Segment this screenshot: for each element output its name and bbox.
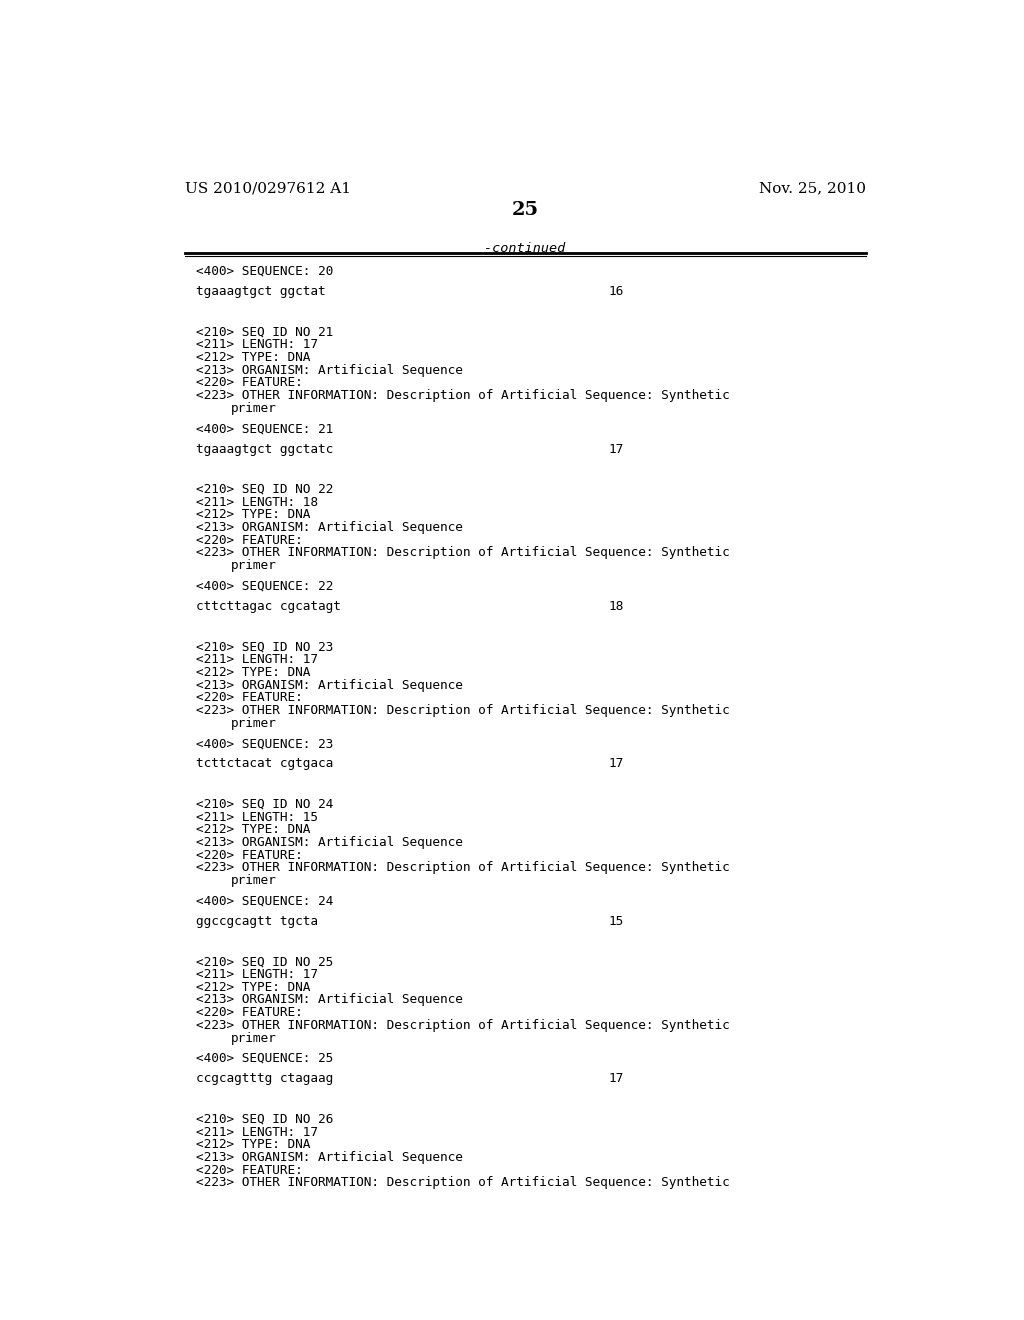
- Text: tcttctacat cgtgaca: tcttctacat cgtgaca: [197, 758, 334, 771]
- Text: <212> TYPE: DNA: <212> TYPE: DNA: [197, 824, 310, 837]
- Text: <223> OTHER INFORMATION: Description of Artificial Sequence: Synthetic: <223> OTHER INFORMATION: Description of …: [197, 389, 730, 403]
- Text: <211> LENGTH: 17: <211> LENGTH: 17: [197, 1126, 318, 1139]
- Text: <223> OTHER INFORMATION: Description of Artificial Sequence: Synthetic: <223> OTHER INFORMATION: Description of …: [197, 862, 730, 874]
- Text: tgaaagtgct ggctatc: tgaaagtgct ggctatc: [197, 442, 334, 455]
- Text: <213> ORGANISM: Artificial Sequence: <213> ORGANISM: Artificial Sequence: [197, 521, 463, 535]
- Text: <212> TYPE: DNA: <212> TYPE: DNA: [197, 508, 310, 521]
- Text: <211> LENGTH: 17: <211> LENGTH: 17: [197, 653, 318, 667]
- Text: 25: 25: [511, 201, 539, 219]
- Text: <220> FEATURE:: <220> FEATURE:: [197, 1006, 303, 1019]
- Text: -continued: -continued: [484, 242, 565, 255]
- Text: primer: primer: [231, 560, 276, 572]
- Text: <213> ORGANISM: Artificial Sequence: <213> ORGANISM: Artificial Sequence: [197, 363, 463, 376]
- Text: <220> FEATURE:: <220> FEATURE:: [197, 533, 303, 546]
- Text: <212> TYPE: DNA: <212> TYPE: DNA: [197, 351, 310, 364]
- Text: <210> SEQ ID NO 23: <210> SEQ ID NO 23: [197, 640, 334, 653]
- Text: 15: 15: [608, 915, 624, 928]
- Text: <213> ORGANISM: Artificial Sequence: <213> ORGANISM: Artificial Sequence: [197, 678, 463, 692]
- Text: primer: primer: [231, 401, 276, 414]
- Text: <220> FEATURE:: <220> FEATURE:: [197, 1164, 303, 1176]
- Text: ggccgcagtt tgcta: ggccgcagtt tgcta: [197, 915, 318, 928]
- Text: <212> TYPE: DNA: <212> TYPE: DNA: [197, 981, 310, 994]
- Text: primer: primer: [231, 1032, 276, 1044]
- Text: <400> SEQUENCE: 21: <400> SEQUENCE: 21: [197, 422, 334, 436]
- Text: <210> SEQ ID NO 24: <210> SEQ ID NO 24: [197, 797, 334, 810]
- Text: <400> SEQUENCE: 24: <400> SEQUENCE: 24: [197, 895, 334, 908]
- Text: ccgcagtttg ctagaag: ccgcagtttg ctagaag: [197, 1072, 334, 1085]
- Text: 18: 18: [608, 601, 624, 612]
- Text: <220> FEATURE:: <220> FEATURE:: [197, 849, 303, 862]
- Text: <212> TYPE: DNA: <212> TYPE: DNA: [197, 665, 310, 678]
- Text: 16: 16: [608, 285, 624, 298]
- Text: <400> SEQUENCE: 22: <400> SEQUENCE: 22: [197, 579, 334, 593]
- Text: <220> FEATURE:: <220> FEATURE:: [197, 692, 303, 705]
- Text: <210> SEQ ID NO 25: <210> SEQ ID NO 25: [197, 956, 334, 969]
- Text: cttcttagac cgcatagt: cttcttagac cgcatagt: [197, 601, 341, 612]
- Text: <212> TYPE: DNA: <212> TYPE: DNA: [197, 1138, 310, 1151]
- Text: <213> ORGANISM: Artificial Sequence: <213> ORGANISM: Artificial Sequence: [197, 1151, 463, 1164]
- Text: <210> SEQ ID NO 26: <210> SEQ ID NO 26: [197, 1113, 334, 1126]
- Text: 17: 17: [608, 442, 624, 455]
- Text: <223> OTHER INFORMATION: Description of Artificial Sequence: Synthetic: <223> OTHER INFORMATION: Description of …: [197, 704, 730, 717]
- Text: tgaaagtgct ggctat: tgaaagtgct ggctat: [197, 285, 326, 298]
- Text: <223> OTHER INFORMATION: Description of Artificial Sequence: Synthetic: <223> OTHER INFORMATION: Description of …: [197, 1176, 730, 1189]
- Text: <211> LENGTH: 15: <211> LENGTH: 15: [197, 810, 318, 824]
- Text: <223> OTHER INFORMATION: Description of Artificial Sequence: Synthetic: <223> OTHER INFORMATION: Description of …: [197, 546, 730, 560]
- Text: <211> LENGTH: 18: <211> LENGTH: 18: [197, 496, 318, 508]
- Text: <220> FEATURE:: <220> FEATURE:: [197, 376, 303, 389]
- Text: <400> SEQUENCE: 23: <400> SEQUENCE: 23: [197, 737, 334, 750]
- Text: <211> LENGTH: 17: <211> LENGTH: 17: [197, 968, 318, 981]
- Text: 17: 17: [608, 1072, 624, 1085]
- Text: <400> SEQUENCE: 20: <400> SEQUENCE: 20: [197, 264, 334, 277]
- Text: primer: primer: [231, 717, 276, 730]
- Text: <213> ORGANISM: Artificial Sequence: <213> ORGANISM: Artificial Sequence: [197, 836, 463, 849]
- Text: primer: primer: [231, 874, 276, 887]
- Text: Nov. 25, 2010: Nov. 25, 2010: [759, 182, 866, 195]
- Text: <223> OTHER INFORMATION: Description of Artificial Sequence: Synthetic: <223> OTHER INFORMATION: Description of …: [197, 1019, 730, 1032]
- Text: 17: 17: [608, 758, 624, 771]
- Text: <400> SEQUENCE: 25: <400> SEQUENCE: 25: [197, 1052, 334, 1065]
- Text: <213> ORGANISM: Artificial Sequence: <213> ORGANISM: Artificial Sequence: [197, 994, 463, 1006]
- Text: US 2010/0297612 A1: US 2010/0297612 A1: [185, 182, 351, 195]
- Text: <210> SEQ ID NO 22: <210> SEQ ID NO 22: [197, 483, 334, 496]
- Text: <211> LENGTH: 17: <211> LENGTH: 17: [197, 338, 318, 351]
- Text: <210> SEQ ID NO 21: <210> SEQ ID NO 21: [197, 326, 334, 338]
